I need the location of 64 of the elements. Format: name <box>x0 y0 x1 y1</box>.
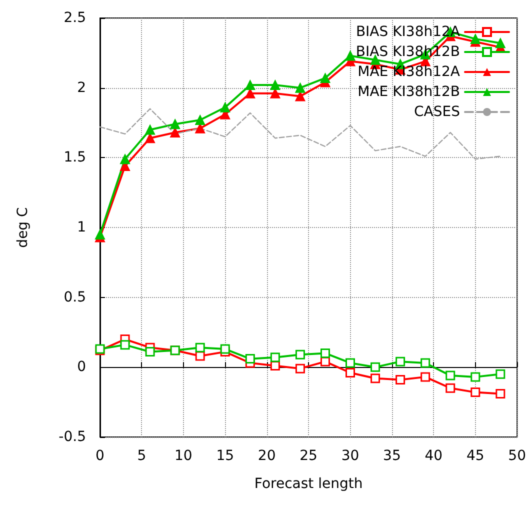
legend-label: MAE KI38h12B <box>358 84 460 100</box>
point <box>495 38 506 48</box>
y-tick-label: 1 <box>77 220 86 236</box>
point <box>245 80 256 90</box>
point <box>170 119 180 130</box>
x-tick-label: 40 <box>424 448 443 464</box>
point <box>120 340 130 350</box>
point <box>470 372 480 382</box>
point <box>270 352 280 362</box>
point <box>496 369 506 379</box>
point <box>120 154 130 164</box>
legend-label: CASES <box>414 104 460 120</box>
point <box>295 350 305 360</box>
y-tick-label: -0.5 <box>58 429 86 445</box>
y-tick-label: 2 <box>77 80 86 96</box>
point <box>345 50 356 61</box>
point <box>346 368 356 378</box>
y-tick-label: 0 <box>77 359 86 376</box>
point <box>370 362 380 372</box>
y-tick-label: 1.5 <box>64 150 86 166</box>
point <box>145 347 155 357</box>
y-tick-label: 0.5 <box>64 289 86 306</box>
point <box>396 374 406 384</box>
point <box>420 372 430 382</box>
x-tick-label: 45 <box>466 448 484 464</box>
point <box>95 229 105 240</box>
point <box>220 102 230 112</box>
point <box>496 388 506 398</box>
point <box>320 348 330 358</box>
x-tick-label: 20 <box>258 448 276 464</box>
point <box>320 356 330 366</box>
point <box>270 80 280 90</box>
x-tick-label: 25 <box>300 448 318 464</box>
y-axis-title: deg C <box>15 206 31 248</box>
x-axis-title: Forecast length <box>254 476 363 492</box>
point <box>420 358 430 368</box>
point <box>470 34 480 44</box>
point <box>220 344 230 354</box>
point <box>195 342 205 352</box>
point <box>470 388 480 398</box>
x-tick-label: 10 <box>174 448 192 464</box>
point <box>320 73 330 84</box>
point <box>270 361 280 371</box>
x-tick-label: 35 <box>383 448 401 464</box>
point <box>245 354 255 364</box>
point <box>145 133 156 144</box>
point <box>295 364 305 374</box>
x-tick-label: 30 <box>341 448 360 464</box>
x-tick-label: 5 <box>137 448 146 464</box>
point <box>145 124 156 135</box>
legend-label: MAE KI38h12A <box>358 64 460 80</box>
point <box>396 356 406 366</box>
point <box>370 374 380 384</box>
point <box>295 82 306 93</box>
y-tick-label: 2.5 <box>64 10 86 26</box>
point <box>346 358 356 368</box>
x-tick-label: 0 <box>96 448 104 464</box>
point <box>446 370 456 380</box>
x-tick-label: 50 <box>508 448 526 464</box>
point <box>195 114 206 125</box>
point <box>446 383 456 393</box>
point <box>170 128 180 138</box>
x-tick-label: 15 <box>216 448 234 464</box>
point <box>295 91 306 102</box>
